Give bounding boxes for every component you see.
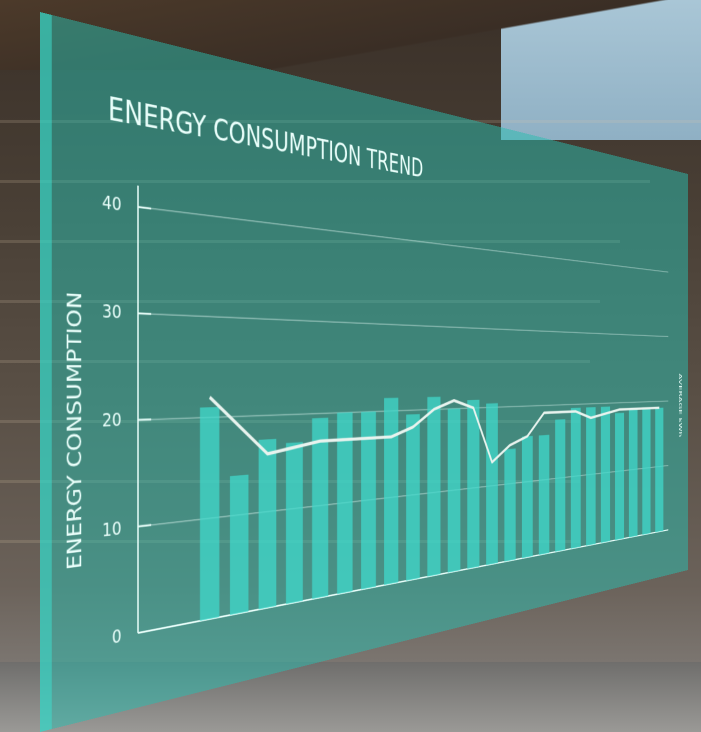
bar (539, 435, 550, 555)
chart-title: ENERGY CONSUMPTION TREND (108, 89, 423, 184)
bar (427, 397, 440, 577)
bar (601, 407, 610, 543)
bar (555, 419, 565, 552)
y-tick-label: 10 (102, 518, 121, 541)
y2-axis-label: AVERAGE kWh (678, 373, 683, 437)
bar (467, 400, 479, 569)
y-axis-label: ENERGY CONSUMPTION (64, 291, 86, 571)
grid-line (138, 313, 668, 336)
bar (586, 407, 595, 546)
y-tick-label: 30 (102, 301, 121, 323)
bar (571, 408, 581, 549)
bar (486, 403, 498, 565)
bar (230, 475, 248, 615)
tick-mark (138, 630, 151, 633)
bar (642, 408, 650, 535)
bar (448, 408, 461, 572)
bar (286, 442, 303, 604)
bar (522, 436, 533, 558)
bar (312, 418, 328, 599)
bar (629, 409, 638, 538)
y-tick-label: 40 (102, 192, 121, 216)
bar (504, 449, 515, 562)
y-tick-label: 0 (112, 626, 122, 649)
bar (615, 413, 624, 540)
bar (259, 439, 277, 610)
grid-line (138, 207, 668, 272)
bar (200, 407, 219, 621)
bar (655, 408, 663, 533)
bar (384, 398, 398, 585)
bar (406, 414, 420, 581)
y-tick-label: 20 (102, 410, 121, 432)
